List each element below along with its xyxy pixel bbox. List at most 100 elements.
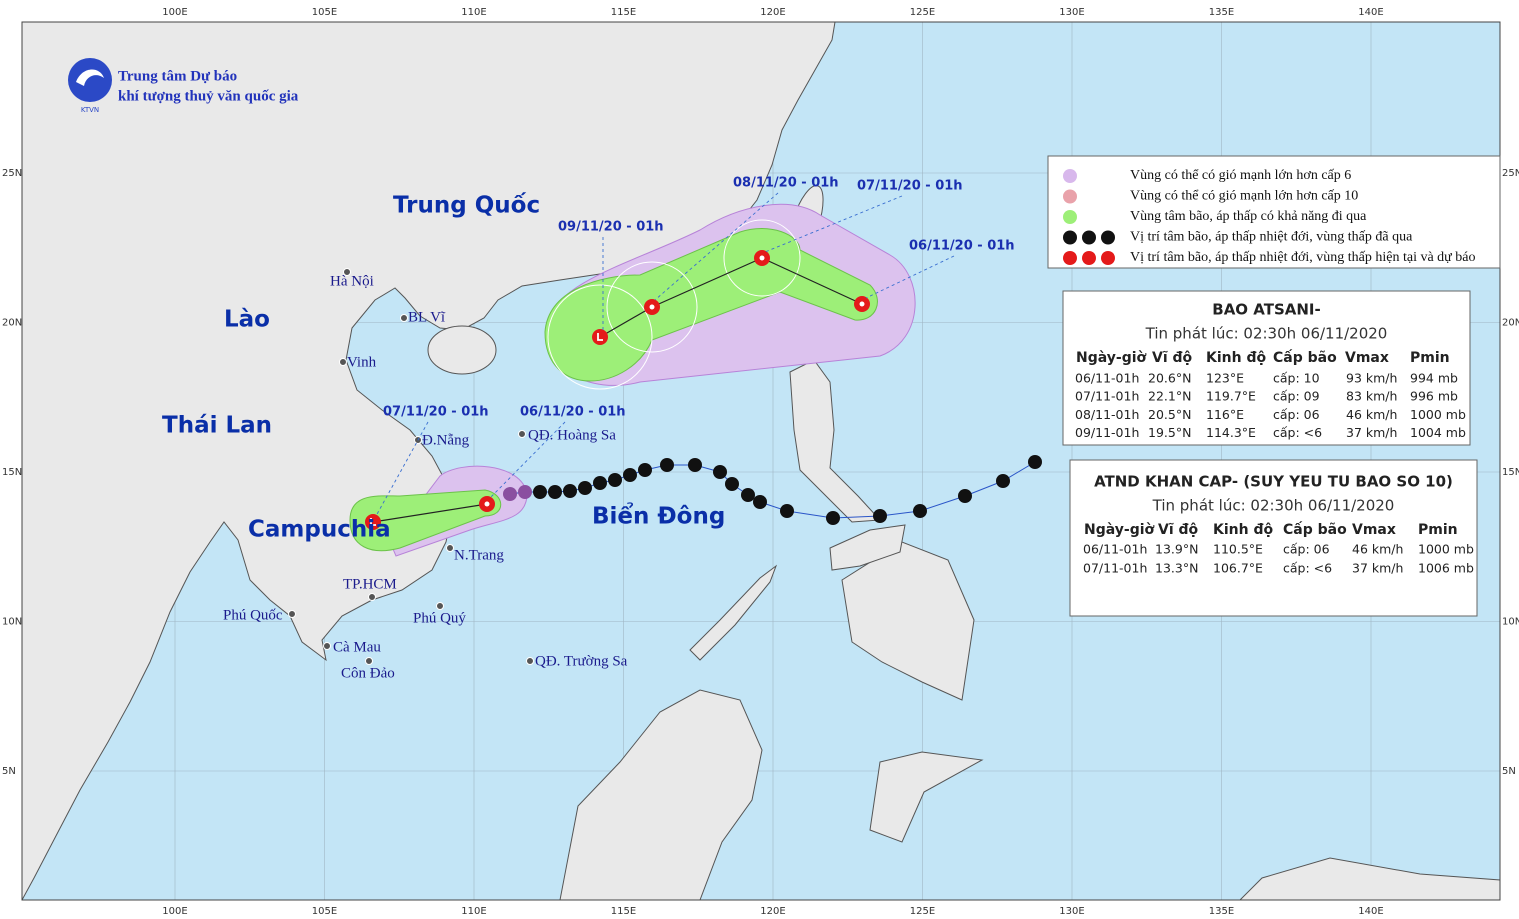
past-position <box>713 465 727 479</box>
past-track <box>503 455 1042 525</box>
place-dot <box>518 430 526 438</box>
place-name: Vinh <box>347 354 377 370</box>
table-cell: cấp: 09 <box>1273 389 1320 404</box>
lon-label: 115E <box>611 906 636 917</box>
lat-label: 25N <box>1502 168 1519 179</box>
table-cell: 37 km/h <box>1352 561 1403 576</box>
table-cell: 08/11-01h <box>1075 407 1139 422</box>
table-cell: cấp: 06 <box>1283 542 1330 557</box>
place-name: Cà Mau <box>333 639 381 655</box>
place-name: Phú Quốc <box>223 607 283 623</box>
table-cell: 20.6°N <box>1148 371 1191 386</box>
legend-swatch <box>1063 169 1077 183</box>
legend-swatch <box>1063 189 1077 204</box>
past-position <box>518 485 532 499</box>
legend-label: Vị trí tâm bão, áp thấp nhiệt đới, vùng … <box>1130 230 1413 245</box>
table-header: Kinh độ <box>1213 522 1273 538</box>
past-position <box>608 473 622 487</box>
legend-swatch <box>1082 251 1096 265</box>
storm-eye <box>649 304 655 310</box>
legend-swatch <box>1082 230 1096 245</box>
low-symbol <box>592 329 608 345</box>
table-header: Vmax <box>1345 350 1389 366</box>
lon-label: 115E <box>611 7 636 18</box>
past-position <box>958 489 972 503</box>
low-glyph <box>597 333 603 341</box>
leader-line <box>764 195 903 253</box>
past-position <box>753 495 767 509</box>
place-name: N.Trang <box>454 547 504 563</box>
table-header: Vĩ độ <box>1158 522 1199 538</box>
luzon <box>789 359 882 523</box>
legend-label: Vùng có thể có gió mạnh lớn hơn cấp 6 <box>1130 168 1351 183</box>
table-cell: 20.5°N <box>1148 407 1191 422</box>
region-name: Biển Đông <box>592 502 725 530</box>
lat-label: 20N <box>1502 318 1519 329</box>
forecast-time: 07/11/20 - 01h <box>383 405 489 420</box>
legend-label: Vùng tâm bão, áp thấp có khả năng đi qua <box>1130 209 1367 224</box>
place-dot <box>339 358 347 366</box>
lat-label: 5N <box>1502 766 1516 777</box>
region-name: Campuchia <box>248 517 391 543</box>
lon-label: 130E <box>1059 906 1084 917</box>
table-cell: 37 km/h <box>1346 425 1397 440</box>
past-position <box>873 509 887 523</box>
logo-icon <box>68 58 112 102</box>
table-cell: 996 mb <box>1410 389 1458 404</box>
lon-label: 140E <box>1358 906 1383 917</box>
depression-cone <box>349 465 528 557</box>
lon-label: 120E <box>760 906 785 917</box>
lon-label: 125E <box>910 7 935 18</box>
table-header: Pmin <box>1410 350 1450 366</box>
lon-label: 100E <box>162 7 187 18</box>
region-name: Lào <box>224 307 270 333</box>
table-cell: cấp: 10 <box>1273 371 1320 386</box>
forecast-track <box>372 503 488 523</box>
table-header: Cấp bão <box>1283 521 1347 538</box>
table-header: Vĩ độ <box>1152 350 1193 366</box>
atsani-cone <box>544 203 916 390</box>
hainan <box>427 325 497 375</box>
past-position <box>593 476 607 490</box>
palawan <box>689 564 778 661</box>
table-cell: 123°E <box>1206 371 1244 386</box>
table-cell: 1004 mb <box>1410 425 1466 440</box>
labels: Trung Quốc Lào Thái Lan Campuchia Biển Đông H… <box>162 176 1015 682</box>
table-header: Vmax <box>1352 522 1396 538</box>
place-dot <box>526 657 534 665</box>
table-cell: 106.7°E <box>1213 561 1263 576</box>
forecast-time: 07/11/20 - 01h <box>857 179 963 194</box>
forecast-time: 08/11/20 - 01h <box>733 176 839 191</box>
place-dot <box>436 602 444 610</box>
place-dot <box>368 593 376 601</box>
table-header: Kinh độ <box>1206 350 1266 366</box>
table-cell: 1006 mb <box>1418 561 1474 576</box>
legend-label: Vị trí tâm bão, áp thấp nhiệt đới, vùng … <box>1130 250 1475 265</box>
track-zone <box>544 228 878 382</box>
legend-swatch <box>1063 251 1077 265</box>
place-name: Phú Quý <box>413 610 466 626</box>
lon-label: 100E <box>162 906 187 917</box>
legend-box <box>1047 155 1501 269</box>
lon-label: 130E <box>1059 7 1084 18</box>
forecast-track <box>599 257 863 338</box>
place-name: QĐ. Trường Sa <box>535 653 628 669</box>
past-position <box>533 485 547 499</box>
lon-label: 110E <box>461 7 486 18</box>
place-name: QĐ. Hoàng Sa <box>528 427 616 443</box>
leader-line <box>865 255 955 299</box>
place-name: Đ.Nẵng <box>422 432 470 448</box>
legend-swatch <box>1063 230 1077 245</box>
legend-swatch <box>1101 230 1115 245</box>
map-frame <box>21 21 1501 901</box>
past-position <box>638 463 652 477</box>
table-cell: 93 km/h <box>1346 371 1397 386</box>
table-cell: 13.9°N <box>1155 542 1198 557</box>
sulawesi <box>869 751 984 843</box>
lat-label: 10N <box>1502 617 1519 628</box>
legend: Vùng có thể có gió mạnh lớn hơn cấp 6 Vùn… <box>1047 155 1501 269</box>
place-dot <box>365 657 373 665</box>
table-cell: 83 km/h <box>1346 389 1397 404</box>
table-cell: cấp: <6 <box>1283 561 1332 576</box>
radius-circles <box>547 219 801 390</box>
